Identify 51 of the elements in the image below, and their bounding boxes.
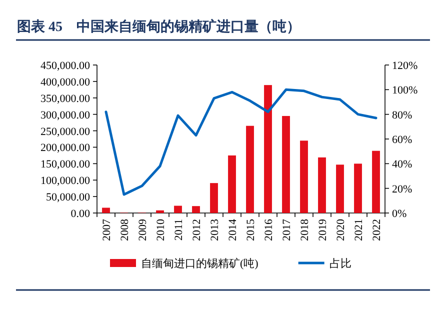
x-tick-label: 2008 <box>119 218 131 241</box>
x-tick-label: 2013 <box>209 218 221 241</box>
bar <box>282 116 290 213</box>
legend-label: 自缅甸进口的锡精矿(吨) <box>141 257 259 270</box>
bar <box>156 210 164 213</box>
bar <box>174 206 182 213</box>
chart-title: 图表 45 中国来自缅甸的锡精矿进口量（吨） <box>17 18 300 35</box>
y2-tick-label: 20% <box>392 183 412 196</box>
x-tick-label: 2009 <box>137 218 149 241</box>
x-tick-label: 2007 <box>101 218 113 241</box>
bar <box>318 157 326 213</box>
bar <box>228 155 236 213</box>
y2-tick-label: 80% <box>392 109 412 122</box>
y-tick-label: 350,000.00 <box>40 92 90 105</box>
bar <box>372 150 380 213</box>
y-tick-label: 200,000.00 <box>40 142 90 154</box>
y2-tick-label: 0% <box>392 208 407 220</box>
line-series <box>104 88 378 196</box>
y-tick-label: 100,000.00 <box>40 175 90 188</box>
bar <box>102 208 110 213</box>
x-tick-label: 2011 <box>173 219 185 241</box>
y-tick-label: 0.00 <box>70 208 90 220</box>
bar <box>354 164 362 213</box>
x-tick-label: 2021 <box>353 219 365 241</box>
x-tick-label: 2015 <box>245 218 257 241</box>
bar <box>246 126 254 213</box>
y-tick-label: 450,000.00 <box>40 60 90 72</box>
x-tick-label: 2012 <box>191 219 203 241</box>
bar <box>264 85 272 213</box>
x-tick-label: 2016 <box>263 218 275 241</box>
bar <box>300 140 308 213</box>
legend-label: 占比 <box>329 257 352 270</box>
x-tick-label: 2014 <box>227 218 239 241</box>
y2-tick-label: 120% <box>392 60 418 72</box>
y-tick-label: 150,000.00 <box>40 158 90 171</box>
x-tick-label: 2010 <box>155 218 167 241</box>
y-tick-label: 400,000.00 <box>40 76 90 88</box>
bar <box>210 183 218 213</box>
y-tick-label: 250,000.00 <box>40 126 90 138</box>
x-tick-label: 2018 <box>299 218 311 241</box>
x-tick-label: 2017 <box>281 218 293 241</box>
x-tick-label: 2020 <box>335 218 347 241</box>
y2-tick-label: 100% <box>392 84 418 97</box>
x-tick-label: 2019 <box>317 218 329 241</box>
y-tick-label: 50,000.00 <box>46 192 90 204</box>
bar <box>336 164 344 213</box>
y2-tick-label: 40% <box>392 158 412 171</box>
y2-tick-label: 60% <box>392 134 412 146</box>
bar <box>192 206 200 213</box>
y-tick-label: 300,000.00 <box>40 109 90 122</box>
x-tick-label: 2022 <box>371 219 383 241</box>
